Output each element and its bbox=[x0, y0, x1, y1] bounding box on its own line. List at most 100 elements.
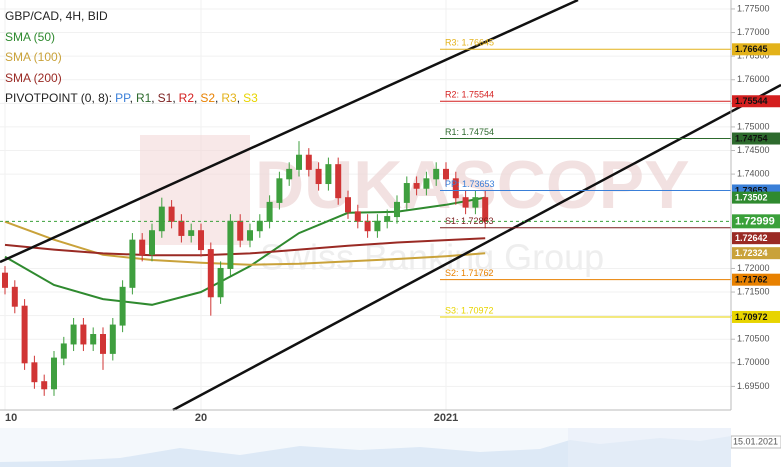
legend-pivot-name: PP bbox=[115, 91, 133, 105]
candle-body bbox=[443, 168, 449, 180]
candle-body bbox=[41, 381, 48, 390]
pivot-tag: 1.71762 bbox=[735, 275, 768, 285]
current-price: 1.72999 bbox=[735, 216, 775, 228]
candle-body bbox=[80, 324, 87, 345]
candle-body bbox=[119, 286, 126, 326]
y-tick-label: 1.76500 bbox=[737, 51, 770, 61]
navigator[interactable] bbox=[0, 428, 731, 467]
last-date: 15.01.2021 bbox=[733, 436, 778, 446]
candle-body bbox=[90, 334, 97, 345]
pivot-label: S3: 1.70972 bbox=[445, 305, 494, 315]
candle-body bbox=[315, 168, 322, 185]
legend-title: GBP/CAD, 4H, BID bbox=[5, 9, 108, 23]
sma-line bbox=[4, 237, 486, 257]
sma-tag-box bbox=[732, 247, 780, 260]
candle-body bbox=[433, 168, 440, 180]
sma-line bbox=[4, 196, 486, 306]
sma-line bbox=[4, 220, 486, 266]
channel-lines bbox=[0, 0, 781, 412]
navigator-window[interactable] bbox=[568, 428, 731, 467]
x-tick-label: 20 bbox=[195, 412, 207, 424]
legend: GBP/CAD, 4H, BID SMA (50) SMA (100) SMA (2… bbox=[5, 6, 258, 109]
grid bbox=[0, 0, 731, 410]
pivot-label: S2: 1.71762 bbox=[445, 268, 494, 278]
plot-area bbox=[0, 0, 731, 410]
candle-body bbox=[237, 220, 244, 241]
pivot-label: R2: 1.75544 bbox=[445, 90, 494, 100]
x-tick-label: 10 bbox=[5, 412, 17, 424]
y-tick-label: 1.70500 bbox=[737, 334, 770, 344]
y-tick-label: 1.69500 bbox=[737, 381, 770, 391]
y-tick-label: 1.72000 bbox=[737, 263, 770, 273]
legend-entry: SMA (100) bbox=[5, 50, 62, 64]
candle-body bbox=[217, 267, 224, 298]
candle-body bbox=[364, 220, 371, 232]
candle-body bbox=[11, 286, 18, 307]
legend-pivot-name: R3 bbox=[221, 91, 240, 105]
candle-body bbox=[374, 220, 381, 232]
x-tick-label: 2021 bbox=[434, 412, 458, 424]
legend-entry: SMA (200) bbox=[5, 70, 62, 85]
candle-body bbox=[325, 164, 332, 185]
candle-body bbox=[452, 178, 459, 199]
legend-pivot-name: R2 bbox=[179, 91, 198, 105]
pivot-tag: 1.70972 bbox=[735, 312, 768, 322]
legend-pivot: PIVOTPOINT (0, 8):PPR1S1R2S2R3S3 bbox=[5, 88, 258, 109]
candle-body bbox=[178, 220, 185, 236]
candle-body bbox=[413, 183, 420, 189]
candles bbox=[2, 141, 489, 396]
candle-body bbox=[149, 230, 155, 255]
sma-tag: 1.72324 bbox=[735, 248, 768, 258]
pivot-tag-box bbox=[732, 273, 780, 286]
candle-body bbox=[276, 178, 283, 203]
y-tick-label: 1.70000 bbox=[737, 357, 770, 367]
candle-body bbox=[21, 305, 28, 364]
candle-body bbox=[256, 220, 263, 232]
pivot-tag: 1.75544 bbox=[735, 96, 768, 106]
pivot-tag: 1.73653 bbox=[735, 185, 768, 195]
candle-body bbox=[70, 324, 77, 345]
legend-entry: SMA (50) bbox=[5, 29, 56, 44]
candle-body bbox=[198, 230, 204, 251]
candle-body bbox=[286, 168, 293, 180]
pivot-tag-box bbox=[732, 132, 780, 145]
channel-upper bbox=[0, 0, 579, 264]
pivot-label: R1: 1.74754 bbox=[445, 127, 494, 137]
pivot-tag-box bbox=[732, 43, 780, 56]
time-axis: 10 20 2021 bbox=[5, 412, 458, 424]
pivot-label: PP: 1.73653 bbox=[445, 179, 495, 189]
candle-body bbox=[158, 206, 165, 232]
candle-body bbox=[31, 362, 38, 383]
candle-body bbox=[384, 216, 391, 222]
candle-body bbox=[423, 178, 430, 189]
legend-pivot-name: S2 bbox=[200, 91, 218, 105]
legend-pivot-name: S1 bbox=[158, 91, 176, 105]
candle-body bbox=[394, 201, 400, 218]
pivot-tag: 1.74754 bbox=[735, 133, 768, 143]
channel-lower bbox=[172, 83, 781, 412]
pivot-tag-box bbox=[732, 310, 780, 323]
legend-sma: SMA (50) SMA (100) SMA (200) bbox=[5, 27, 258, 89]
candle-body bbox=[462, 197, 469, 208]
candle-body bbox=[2, 272, 8, 288]
sma-tag: 1.72642 bbox=[735, 233, 768, 243]
candle-body bbox=[227, 220, 234, 269]
y-tick-label: 1.77000 bbox=[737, 27, 770, 37]
pivot-label: R3: 1.76645 bbox=[445, 38, 494, 48]
candle-body bbox=[266, 201, 273, 222]
candle-body bbox=[139, 239, 146, 255]
y-tick-label: 1.74000 bbox=[737, 168, 770, 178]
y-tick-label: 1.74500 bbox=[737, 145, 770, 155]
pivot-tag: 1.76645 bbox=[735, 44, 768, 54]
candle-body bbox=[100, 334, 106, 354]
legend-pivot-name: S3 bbox=[243, 91, 258, 105]
candle-body bbox=[296, 154, 302, 170]
candle-body bbox=[472, 197, 479, 208]
candle-body bbox=[247, 230, 253, 241]
candle-body bbox=[60, 343, 67, 359]
current-price-box bbox=[732, 214, 780, 229]
sma-tag-box bbox=[732, 191, 780, 204]
